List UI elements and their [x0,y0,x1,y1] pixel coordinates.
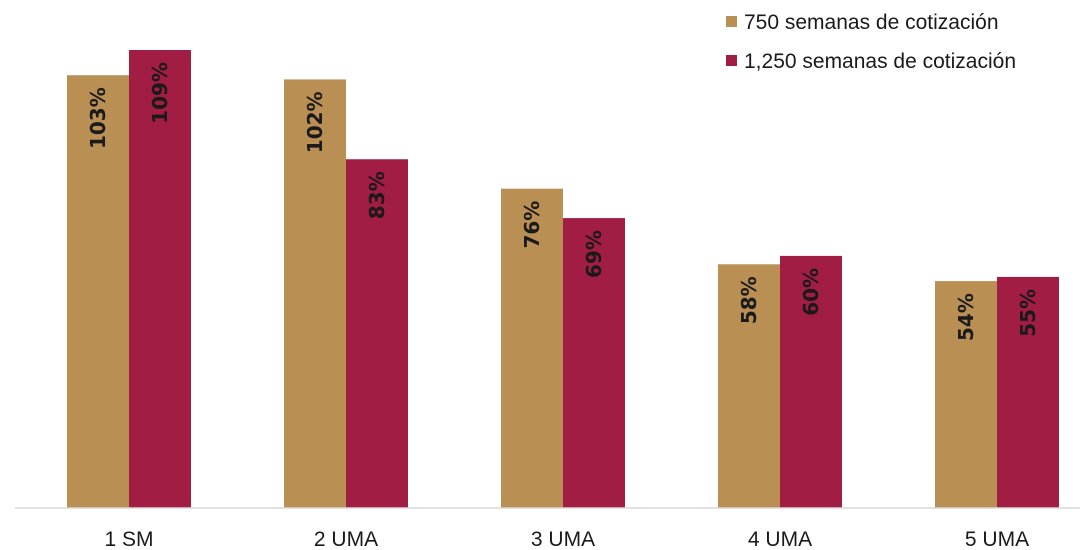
data-label: 54% [954,293,978,341]
data-label: 55% [1016,289,1040,337]
bar-750-1-sm [67,75,129,508]
legend-label-750: 750 semanas de cotización [744,11,999,34]
data-label: 69% [582,230,606,278]
bar-750-4-uma [718,264,780,508]
category-label: 1 SM [104,528,153,550]
legend-swatch-1250 [726,55,737,66]
legend-swatch-750 [726,16,737,27]
legend: 750 semanas de cotización 1,250 semanas … [726,11,1016,73]
bar-1250-5-uma [997,276,1059,508]
bar-1250-3-uma [563,218,625,508]
legend-label-1250: 1,250 semanas de cotización [744,50,1016,73]
bar-1250-4-uma [780,255,842,508]
data-label: 83% [365,171,389,219]
bars-layer: 103% 109% 102% 83% 76% 69% 58% 60% 54% 55% [67,50,1059,508]
data-label: 60% [799,268,823,316]
category-labels: 1 SM 2 UMA 3 UMA 4 UMA 5 UMA [104,528,1029,550]
bar-1250-1-sm [129,50,191,508]
bar-750-5-uma [935,281,997,508]
bar-750-3-uma [501,188,563,508]
category-label: 4 UMA [748,528,812,550]
category-label: 2 UMA [314,528,378,550]
data-label: 76% [520,201,544,249]
data-label: 58% [737,276,761,324]
data-label: 102% [303,91,327,153]
category-label: 5 UMA [965,528,1029,550]
data-label: 103% [86,87,110,149]
bar-1250-2-uma [346,159,408,508]
bar-750-2-uma [284,79,346,508]
data-label: 109% [148,62,172,124]
category-label: 3 UMA [531,528,595,550]
